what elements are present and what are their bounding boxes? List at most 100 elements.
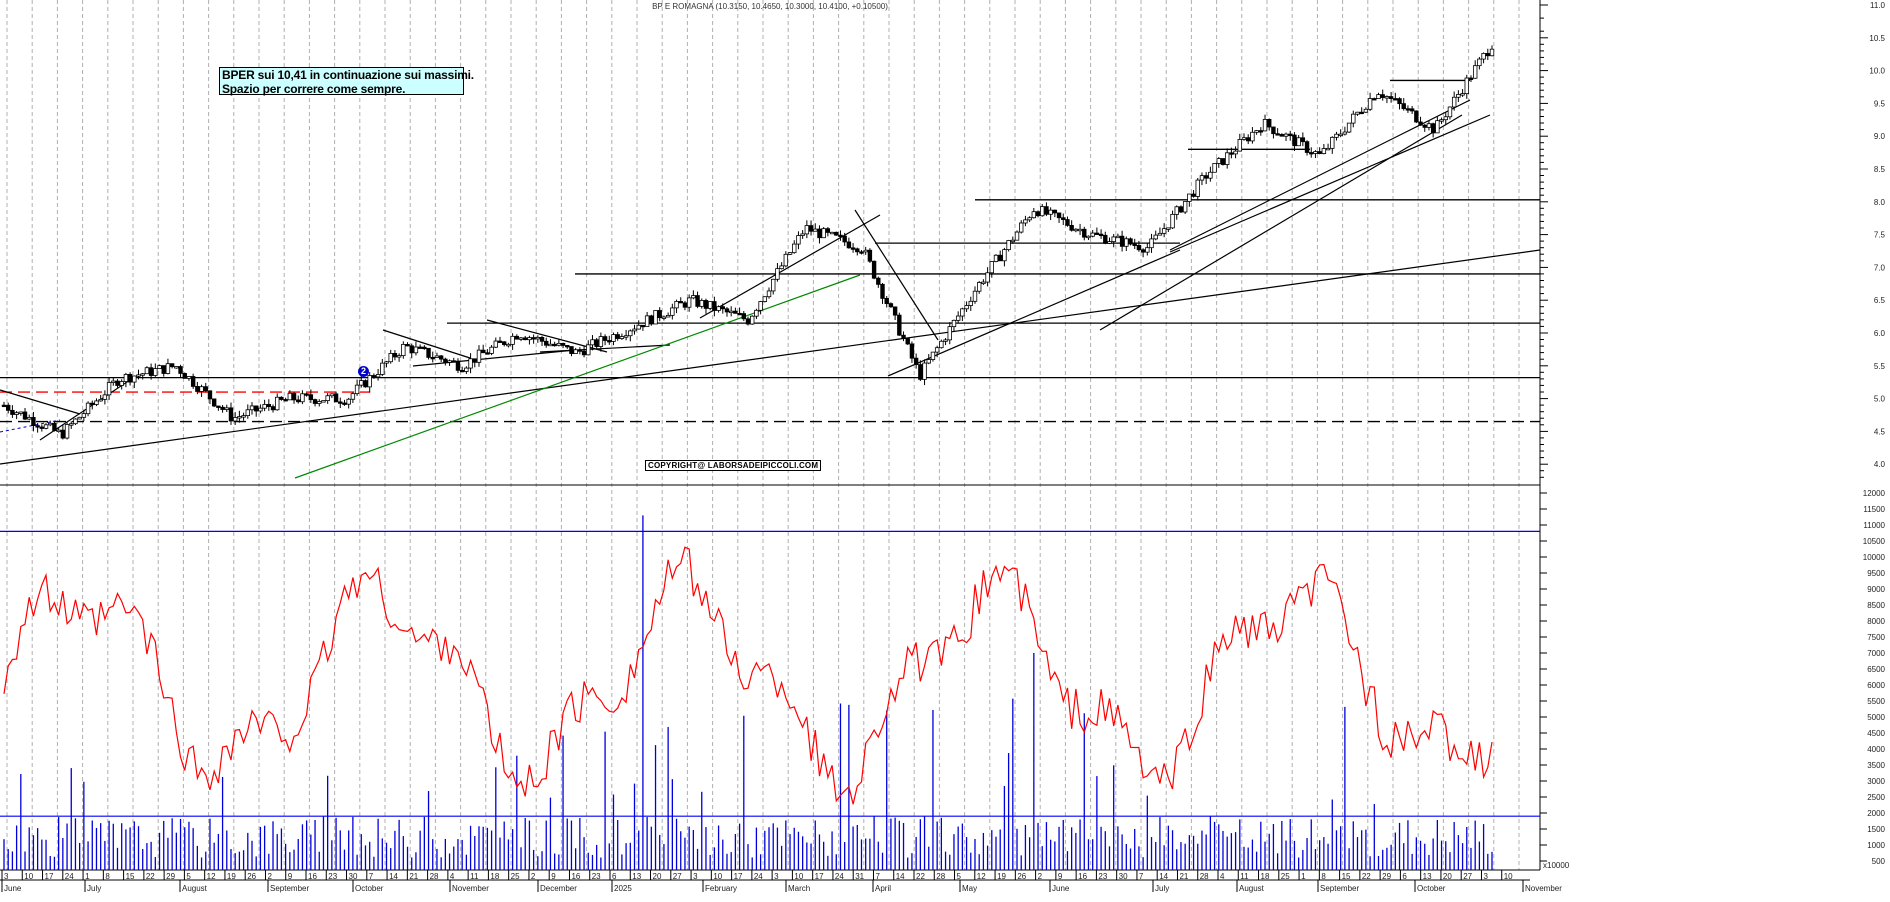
y-tick-label: 8.0 [1874,198,1886,207]
candle-body [1073,228,1079,232]
y-tick-label: 8.5 [1874,165,1886,174]
candle-body [804,225,810,235]
candle-body [132,375,137,383]
x-day-label: 4 [1220,872,1225,881]
y-unit-label: x10000 [1543,861,1570,870]
trendline [1169,114,1491,253]
candle-body [94,400,99,405]
event-marker-icon: 2 [358,366,369,377]
candle-body [232,417,238,422]
x-day-label: 24 [754,872,763,881]
candle-body [518,337,524,340]
candle-body [455,360,461,371]
y-tick-label: 9500 [1867,569,1885,578]
candle-body [1405,108,1411,111]
candle-body [1082,228,1087,238]
candle-body [909,343,915,359]
x-day-label: 20 [1443,872,1452,881]
candle-body [1065,219,1070,226]
candle-body [926,359,931,364]
candle-body [1061,217,1066,220]
candle-body [1,404,7,408]
candle-body [1023,219,1028,224]
trendline [0,249,1541,465]
x-day-label: 8 [1321,872,1326,881]
candle-body [350,393,356,400]
candle-body [1321,148,1327,155]
y-tick-label: 10000 [1863,553,1886,562]
candle-body [447,360,452,363]
candle-body [602,336,608,341]
candle-body [556,342,562,346]
candle-body [897,314,902,336]
x-day-label: 14 [1159,872,1168,881]
candle-body [544,340,549,346]
candle-body [1279,134,1285,137]
candle-body [834,231,839,236]
candle-body [695,295,700,307]
candle-body [1460,93,1465,96]
candle-body [1477,58,1482,67]
candle-body [472,358,477,363]
candle-body [228,407,234,422]
candle-body [422,346,427,350]
candle-body [52,422,57,432]
x-day-label: 3 [4,872,9,881]
candle-body [968,300,973,306]
candle-body [993,254,999,262]
x-month-label: August [182,884,208,893]
candle-body [300,393,305,403]
candle-body [552,343,557,347]
candle-body [354,384,360,395]
x-day-label: 16 [1078,872,1087,881]
candle-body [22,411,28,420]
trendline [854,209,939,341]
candle-body [531,337,536,340]
y-tick-label: 11.0 [1870,1,1886,10]
x-month-label: September [1320,884,1359,893]
candle-body [1397,98,1402,105]
candle-body [1044,206,1049,215]
candle-body [237,416,242,419]
y-tick-label: 10.0 [1869,67,1885,76]
candle-body [1300,137,1306,143]
trendline [1099,114,1463,331]
candle-body [1191,193,1196,197]
y-tick-label: 9.0 [1874,132,1886,141]
candle-body [565,345,570,348]
candle-body [396,355,402,358]
candle-body [728,310,734,314]
candle-body [367,375,372,388]
x-day-label: 19 [997,872,1006,881]
y-tick-label: 5000 [1867,713,1885,722]
candle-body [203,386,208,392]
candle-body [1216,158,1221,164]
candle-body [1220,158,1226,165]
candle-body [207,390,213,400]
candle-body [1031,211,1037,219]
candle-body [480,349,486,354]
candle-body [1275,133,1280,136]
candle-body [1107,241,1112,244]
candle-body [611,334,616,342]
x-day-label: 9 [288,872,293,881]
candle-body [220,406,225,410]
candle-body [838,234,843,238]
candle-body [283,399,288,402]
candle-body [346,398,351,405]
y-tick-label: 11000 [1863,521,1885,530]
y-tick-label: 6.0 [1874,329,1886,338]
candle-body [762,296,768,302]
candle-body [1258,130,1264,133]
candle-body [1296,137,1301,147]
x-month-label: December [540,884,577,893]
candle-body [737,312,742,316]
candle-body [380,362,385,375]
candle-body [586,344,591,356]
candle-body [703,300,709,309]
y-tick-label: 4000 [1867,745,1885,754]
candle-body [1019,222,1024,233]
candle-body [502,341,507,345]
candle-body [153,368,158,376]
candle-body [1182,201,1188,213]
